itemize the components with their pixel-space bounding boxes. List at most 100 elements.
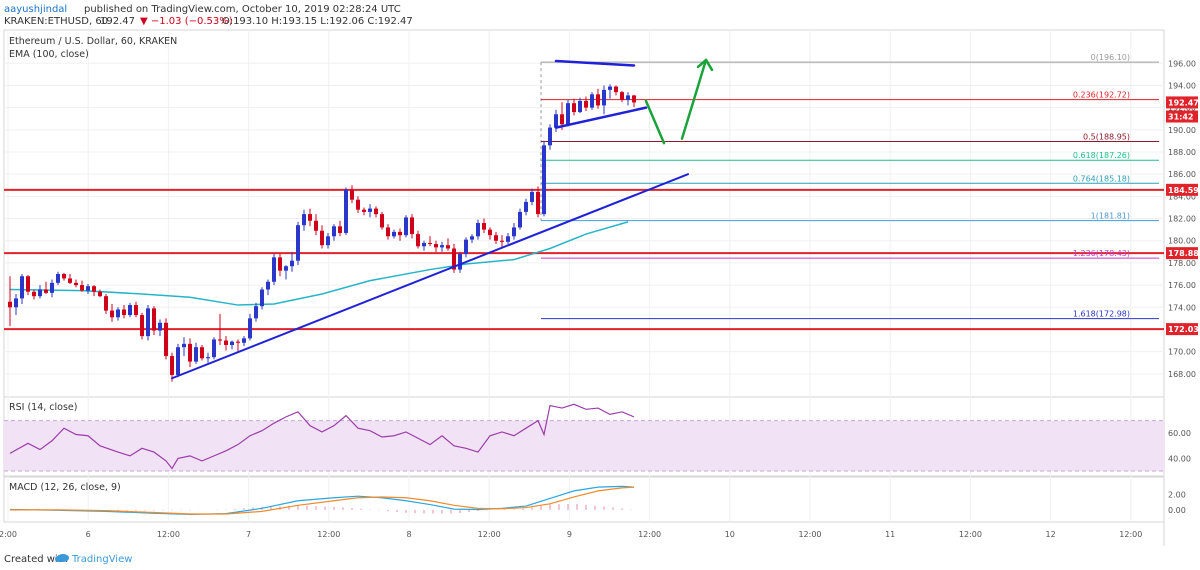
candle-down xyxy=(308,214,312,221)
candle-down xyxy=(218,339,222,341)
candle-down xyxy=(200,347,204,359)
candle-down xyxy=(416,234,420,247)
candle-down xyxy=(362,209,366,212)
price-tag-label: 178.88 xyxy=(1168,249,1199,258)
footer: Created with TradingView xyxy=(4,554,132,565)
channel-lower-line xyxy=(554,106,648,129)
time-tick-label: 12 xyxy=(1046,530,1056,539)
candle-up xyxy=(404,217,408,236)
candle-down xyxy=(434,244,438,248)
candle-down xyxy=(122,309,126,316)
candle-up xyxy=(464,239,468,255)
candle-up xyxy=(602,89,606,106)
candle-up xyxy=(206,357,210,359)
time-tick-label: 12:00 xyxy=(638,530,661,539)
candle-down xyxy=(164,322,168,357)
candle-up xyxy=(548,127,552,146)
candle-down xyxy=(170,356,174,375)
fib-level-label: 1.618(172.98) xyxy=(1073,310,1130,319)
candle-down xyxy=(350,189,354,200)
candle-up xyxy=(20,276,24,299)
candle-down xyxy=(410,217,414,235)
fib-level-label: 1.236(178.43) xyxy=(1073,249,1130,258)
green-arrow-head-icon xyxy=(696,58,714,72)
price-axis: 196.00194.00192.00190.00188.00186.00184.… xyxy=(1166,59,1199,379)
fib-level-label: 0.5(188.95) xyxy=(1083,132,1130,141)
publish-header: aayushjindal published on TradingView.co… xyxy=(4,4,413,27)
fib-level-label: 0(196.10) xyxy=(1091,53,1130,62)
candle-up xyxy=(368,208,372,212)
candle-up xyxy=(626,95,630,100)
publisher-username[interactable]: aayushjindal xyxy=(4,4,67,15)
horizontal-levels xyxy=(4,188,1164,331)
candle-up xyxy=(296,225,300,261)
candle-up xyxy=(146,308,150,337)
candle-down xyxy=(380,214,384,228)
candle-up xyxy=(392,231,396,237)
price-tag-label: 184.59 xyxy=(1168,186,1199,195)
rsi-line xyxy=(9,403,635,470)
tradingview-brand[interactable]: TradingView xyxy=(71,554,132,565)
candle-up xyxy=(566,103,570,125)
last-price: 192.47 xyxy=(100,16,135,27)
candle-down xyxy=(140,315,144,337)
candle-down xyxy=(92,286,96,292)
price-tick-label: 186.00 xyxy=(1168,170,1196,179)
candle-up xyxy=(302,214,306,226)
candle-down xyxy=(614,86,618,93)
price-tick-label: 182.00 xyxy=(1168,215,1196,224)
candle-down xyxy=(536,191,540,215)
candle-up xyxy=(128,305,132,316)
candle-up xyxy=(554,114,558,128)
rsi-tick-label: 40.00 xyxy=(1168,454,1191,463)
candle-up xyxy=(290,260,294,267)
candle-up xyxy=(284,266,288,271)
candle-down xyxy=(32,291,36,297)
candle-up xyxy=(116,309,120,318)
candle-up xyxy=(50,282,54,293)
candle-up xyxy=(608,86,612,90)
time-tick-label: 12:00 xyxy=(959,530,982,539)
candle-up xyxy=(230,341,234,345)
time-tick-label: 11 xyxy=(885,530,895,539)
publish-info: published on TradingView.com, October 10… xyxy=(84,4,401,15)
candle-up xyxy=(158,322,162,331)
candle-up xyxy=(440,245,444,248)
candle-down xyxy=(398,231,402,236)
price-tick-label: 178.00 xyxy=(1168,259,1196,268)
candle-down xyxy=(320,230,324,246)
price-tick-label: 194.00 xyxy=(1168,81,1196,90)
candle-down xyxy=(494,235,498,241)
candle-up xyxy=(524,201,528,212)
candle-down xyxy=(488,229,492,236)
time-axis: 2:00 6 12:00 7 12:00 8 12:00 9 12:00 10 12:00 11 12:… xyxy=(0,530,1142,539)
ema-indicator-label: EMA (100, close) xyxy=(9,49,89,60)
candle-up xyxy=(194,347,198,362)
price-tag-label: 31:42 xyxy=(1168,113,1193,122)
price-tick-label: 174.00 xyxy=(1168,303,1196,312)
annotations xyxy=(171,58,714,380)
candle-down xyxy=(620,92,624,100)
ema-100-line xyxy=(9,221,629,306)
candle-up xyxy=(38,289,42,297)
macd-signal-line xyxy=(10,486,635,515)
candle-down xyxy=(80,285,84,291)
candle-up xyxy=(422,242,426,247)
candle-down xyxy=(500,240,504,242)
candle-up xyxy=(56,274,60,283)
rsi-pane: 60.00 40.00 xyxy=(4,403,1191,472)
rsi-label: RSI (14, close) xyxy=(9,402,77,413)
candle-up xyxy=(506,236,510,242)
time-tick-label: 12:00 xyxy=(478,530,501,539)
candle-up xyxy=(578,100,582,113)
candle-up xyxy=(14,298,18,308)
channel-upper-line xyxy=(554,59,636,67)
candle-down xyxy=(236,341,240,343)
price-tick-label: 180.00 xyxy=(1168,237,1196,246)
candle-up xyxy=(476,222,480,237)
candle-down xyxy=(152,308,156,331)
candle-up xyxy=(590,94,594,108)
price-tick-label: 170.00 xyxy=(1168,348,1196,357)
price-change: ▼ −1.03 (−0.53%) xyxy=(140,16,233,27)
ascending-trendline xyxy=(171,173,689,380)
